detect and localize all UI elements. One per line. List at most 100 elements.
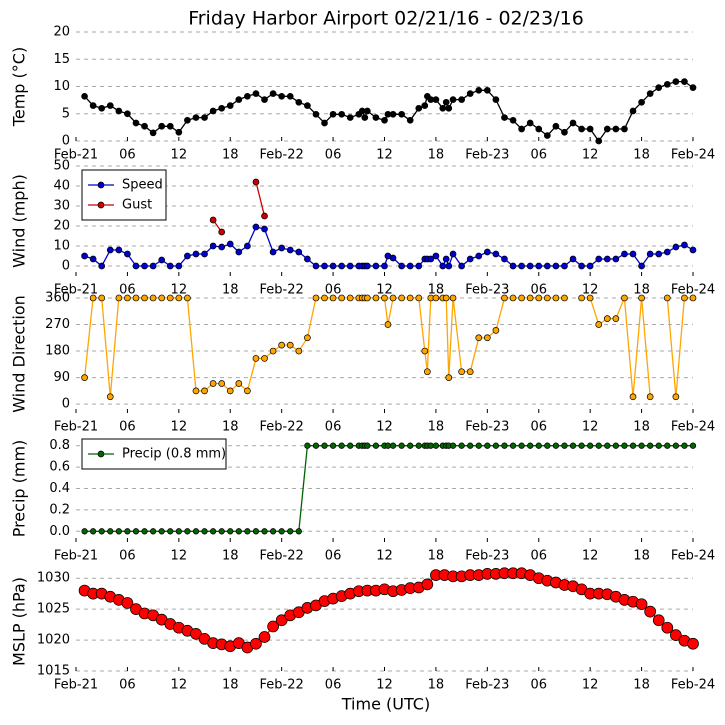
data-point	[492, 96, 500, 103]
data-point	[372, 442, 380, 449]
data-point	[192, 250, 200, 258]
data-point	[646, 250, 654, 258]
x-tick-label: 06	[530, 549, 547, 564]
data-point	[278, 244, 286, 252]
data-point	[484, 442, 491, 449]
data-point	[132, 119, 140, 127]
data-point	[398, 442, 405, 449]
series-line	[83, 297, 693, 397]
data-point	[184, 252, 191, 260]
data-point	[501, 442, 508, 449]
data-point	[561, 294, 568, 302]
data-point	[587, 442, 594, 449]
data-point	[89, 102, 97, 109]
data-point	[664, 442, 671, 449]
y-tick-label: 5	[62, 106, 70, 121]
data-point	[475, 252, 483, 260]
data-point	[569, 442, 577, 449]
data-point	[543, 294, 551, 302]
data-point	[381, 294, 388, 302]
x-tick-label: 18	[428, 148, 445, 163]
data-point	[106, 102, 114, 109]
y-tick-label: 1025	[37, 602, 70, 617]
data-point	[338, 442, 345, 449]
data-point	[261, 212, 268, 220]
data-point	[149, 129, 157, 137]
data-point	[663, 248, 671, 256]
data-point	[81, 528, 88, 535]
x-tick-label: 06	[119, 549, 136, 564]
x-tick-label: 12	[582, 420, 599, 435]
data-point	[442, 294, 450, 302]
data-point	[483, 334, 491, 342]
x-tick-label: Feb-21	[54, 283, 98, 298]
data-point	[304, 255, 311, 263]
data-point	[398, 294, 405, 302]
data-point	[175, 128, 183, 136]
series-line	[84, 572, 694, 649]
x-tick-label: Feb-24	[671, 678, 715, 693]
x-tick-label: 06	[325, 549, 342, 564]
data-point	[261, 528, 268, 535]
data-point	[442, 98, 450, 106]
x-tick-label: Feb-23	[465, 549, 509, 564]
data-point	[346, 262, 354, 270]
y-tick-label: 270	[45, 317, 70, 332]
data-point	[201, 114, 208, 121]
data-point	[244, 528, 251, 535]
x-tick-label: 12	[171, 420, 188, 435]
data-point	[149, 262, 157, 270]
data-point	[389, 294, 397, 302]
data-point	[689, 246, 697, 254]
legend-marker	[97, 181, 105, 189]
data-point	[167, 528, 174, 535]
data-point	[98, 262, 106, 270]
data-point	[278, 92, 286, 100]
data-point	[638, 98, 645, 106]
data-point	[381, 262, 388, 270]
x-tick-label: 18	[222, 283, 239, 298]
data-point	[329, 262, 337, 270]
data-point	[184, 116, 191, 124]
data-point	[406, 294, 414, 302]
y-tick-label: 10	[53, 239, 70, 254]
data-point	[432, 294, 440, 302]
data-point	[492, 442, 500, 449]
x-tick-label: 18	[633, 148, 650, 163]
data-point	[132, 294, 140, 302]
data-point	[244, 387, 251, 395]
y-tick-label: 10	[53, 79, 70, 94]
data-point	[201, 528, 208, 535]
data-point	[124, 528, 131, 535]
data-point	[475, 86, 483, 94]
data-point	[321, 442, 328, 449]
data-point	[561, 442, 568, 449]
y-tick-label: 15	[53, 52, 70, 67]
data-point	[578, 125, 585, 133]
data-point	[372, 294, 380, 302]
data-point	[384, 321, 392, 328]
figure-title: Friday Harbor Airport 02/21/16 - 02/23/1…	[188, 8, 584, 30]
x-tick-label: 18	[633, 283, 650, 298]
data-point	[124, 294, 131, 302]
y-tick-label: 0.4	[49, 481, 70, 496]
y-tick-label: 50	[53, 159, 70, 174]
x-tick-label: Feb-23	[465, 283, 509, 298]
data-point	[158, 294, 166, 302]
data-point	[518, 294, 525, 302]
data-point	[652, 614, 665, 627]
data-point	[646, 90, 654, 97]
data-point	[578, 442, 585, 449]
data-point	[689, 442, 697, 449]
data-point	[475, 334, 483, 342]
y-tick-label: 0	[62, 134, 70, 149]
data-point	[192, 387, 200, 395]
x-tick-label: 12	[376, 283, 393, 298]
data-point	[526, 119, 534, 127]
x-tick-label: Feb-23	[465, 678, 509, 693]
x-tick-label: 12	[376, 148, 393, 163]
data-point	[421, 578, 434, 591]
data-point	[561, 128, 568, 136]
data-point	[569, 255, 577, 263]
data-point	[209, 380, 217, 387]
